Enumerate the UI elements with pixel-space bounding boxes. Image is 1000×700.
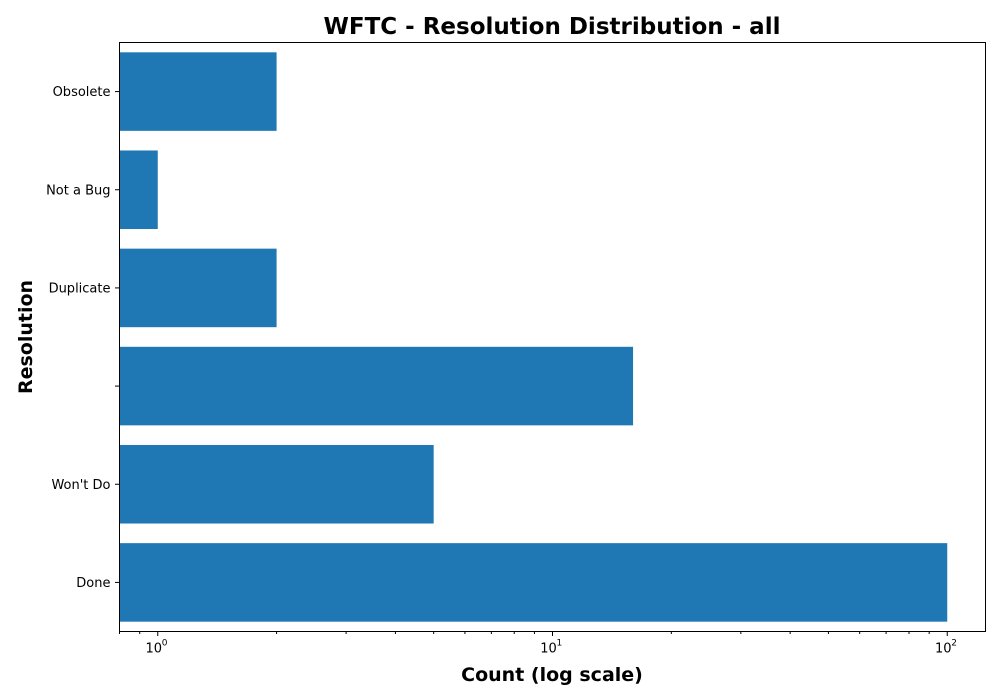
x-axis-label: Count (log scale) [461, 664, 643, 686]
x-tick-label-1: 10 [540, 642, 557, 657]
y-tick-label-5: Obsolete [53, 85, 111, 100]
bar-1 [119, 444, 434, 524]
y-tick-label-0: Done [76, 576, 110, 591]
x-tick-exponent-0: 0 [162, 639, 168, 649]
y-tick-label-4: Not a Bug [46, 183, 110, 198]
y-tick-label-3: Duplicate [49, 281, 111, 296]
x-tick-label-2: 10 [935, 642, 952, 657]
bars-group [119, 52, 948, 622]
x-tick-label-0: 10 [145, 642, 162, 657]
bar-4 [119, 150, 158, 230]
x-axis-ticks: 10 0 10 1 10 2 [119, 631, 957, 657]
bar-2 [119, 346, 634, 426]
bar-5 [119, 52, 277, 131]
y-tick-label-1: Won't Do [51, 478, 110, 493]
chart-title: WFTC - Resolution Distribution - all [324, 14, 781, 40]
x-tick-exponent-2: 2 [951, 639, 957, 649]
y-axis-label: Resolution [15, 280, 37, 394]
x-tick-exponent-1: 1 [557, 639, 563, 649]
bar-3 [119, 248, 277, 328]
bar-0 [119, 543, 948, 622]
y-axis-ticks: Done Won't Do Duplicate Not a Bug Obsolete [46, 85, 120, 591]
